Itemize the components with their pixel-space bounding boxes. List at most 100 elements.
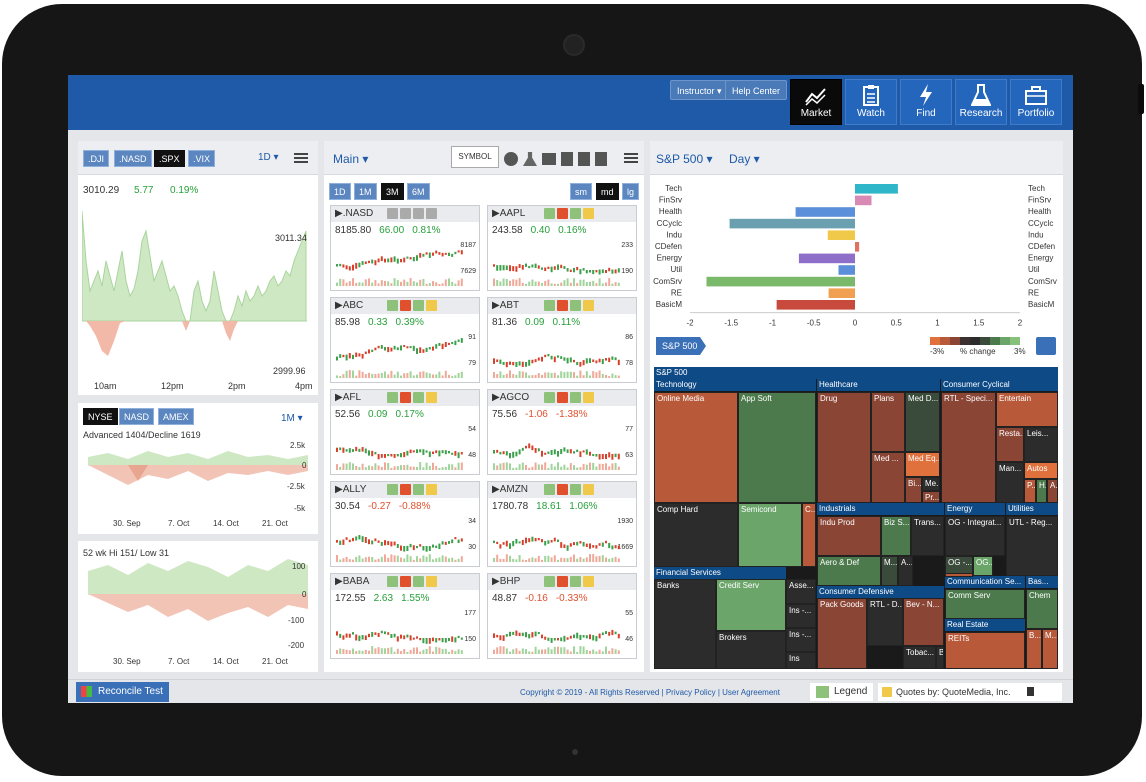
folder-icon[interactable] [542, 153, 556, 165]
heatmap-cell[interactable]: Trans... [911, 516, 944, 556]
sector-header[interactable]: Healthcare [817, 379, 940, 391]
stock-tile[interactable]: ▶ALLY 30.54 -0.27 -0.88% 34 30 [330, 481, 480, 567]
size-sm[interactable]: sm [570, 183, 592, 200]
nav-research[interactable]: Research [955, 79, 1007, 125]
target-icon[interactable] [557, 484, 568, 495]
heatmap-cell[interactable]: Man... [996, 462, 1024, 503]
heatmap-cell[interactable]: Entertain [996, 392, 1058, 427]
symbol-input[interactable]: SYMBOL [451, 146, 499, 168]
export-file-icon[interactable] [578, 152, 590, 166]
breadth-tab-nyse[interactable]: NYSE [83, 408, 118, 425]
sector-header[interactable]: Financial Services [654, 567, 786, 579]
heatmap-cell[interactable]: H... [1036, 479, 1047, 503]
target-icon[interactable] [557, 392, 568, 403]
bars-icon[interactable] [426, 208, 437, 219]
stock-tile[interactable]: ▶ABT 81.36 0.09 0.11% 86 78 [487, 297, 637, 383]
dollar-icon[interactable] [570, 392, 581, 403]
target-icon[interactable] [557, 576, 568, 587]
heatmap-cell[interactable]: RTL - Speci... [941, 392, 996, 503]
range-1m[interactable]: 1M [354, 183, 377, 200]
sector-header[interactable]: Consumer Cyclical [941, 379, 1058, 391]
sector-bar[interactable] [798, 253, 855, 264]
heatmap-cell[interactable]: B... [1026, 629, 1042, 669]
tile-symbol[interactable]: ▶AAPL [492, 208, 526, 219]
target-icon[interactable] [400, 484, 411, 495]
stock-tile[interactable]: ▶.NASD 8185.80 66.00 0.81% 8187 7629 [330, 205, 480, 291]
heatmap-cell[interactable]: Pack Goods [817, 598, 867, 669]
heatmap-cell[interactable]: Bi... [905, 477, 922, 503]
sector-header[interactable]: Technology [654, 379, 816, 391]
menu-icon[interactable] [624, 153, 638, 163]
sector-header[interactable]: Real Estate [945, 619, 1025, 631]
target-icon[interactable] [400, 300, 411, 311]
dollar-icon[interactable] [413, 392, 424, 403]
sector-bar[interactable] [729, 218, 855, 229]
chart-icon[interactable] [544, 392, 555, 403]
heatmap-cell[interactable]: Aero & Def [817, 556, 881, 586]
heatmap-cell[interactable]: Ins -... [786, 628, 816, 652]
sector-header[interactable]: Utilities [1006, 503, 1058, 515]
sector-bar[interactable] [855, 184, 898, 194]
target-icon[interactable] [557, 208, 568, 219]
list-dropdown[interactable]: Main ▾ [333, 152, 369, 166]
heatmap-cell[interactable]: P... [1024, 479, 1036, 503]
dollar-icon[interactable] [413, 576, 424, 587]
heatmap-cell[interactable]: Credit Serv [716, 579, 786, 631]
tile-symbol[interactable]: ▶ALLY [335, 484, 367, 495]
tile-symbol[interactable]: ▶.NASD [335, 208, 374, 219]
heatmap-cell[interactable]: UTL - Reg... [1006, 516, 1058, 576]
heatmap-cell[interactable]: RTL - D... [867, 598, 903, 646]
heatmap-cell[interactable]: Drug [817, 392, 871, 503]
heatmap-cell[interactable]: Me... [922, 477, 940, 491]
heatmap-cell[interactable]: Oil &... [945, 573, 973, 577]
heatmap-cell[interactable]: Indu Prod [817, 516, 881, 556]
sector-bar[interactable] [855, 242, 860, 252]
tile-symbol[interactable]: ▶ABC [335, 300, 364, 311]
heatmap-cell[interactable]: Comp Hard [654, 503, 738, 567]
chart-icon[interactable] [544, 300, 555, 311]
stock-tile[interactable]: ▶ABC 85.98 0.33 0.39% 91 79 [330, 297, 480, 383]
dollar-icon[interactable] [570, 300, 581, 311]
heatmap-cell[interactable]: Biz S... [881, 516, 911, 556]
heatmap-cell[interactable]: Plans [871, 392, 905, 452]
period-dropdown[interactable]: 1D ▾ [258, 152, 279, 163]
heatmap-cell[interactable]: Resta... [996, 427, 1024, 462]
bars-icon[interactable] [426, 392, 437, 403]
sector-header[interactable]: Energy [945, 503, 1005, 515]
index-tab-nasd[interactable]: .NASD [114, 150, 152, 167]
breadth-tab-nasd[interactable]: NASD [119, 408, 155, 425]
heatmap-cell[interactable]: M... [881, 556, 898, 586]
dollar-icon[interactable] [570, 208, 581, 219]
index-dropdown[interactable]: S&P 500 ▾ [656, 152, 713, 166]
stock-tile[interactable]: ▶AGCO 75.56 -1.06 -1.38% 77 63 [487, 389, 637, 475]
heatmap-cell[interactable]: Med Eq... [905, 452, 940, 477]
stock-tile[interactable]: ▶AFL 52.56 0.09 0.17% 54 48 [330, 389, 480, 475]
sector-bar[interactable] [827, 230, 855, 240]
target-icon[interactable] [400, 392, 411, 403]
expand-icon[interactable] [1036, 337, 1056, 355]
chart-icon[interactable] [544, 576, 555, 587]
chart-icon[interactable] [387, 208, 398, 219]
sector-bar[interactable] [828, 288, 855, 298]
heatmap-cell[interactable]: Med ... [871, 452, 905, 503]
heatmap-cell[interactable]: Online Media [654, 392, 738, 503]
check-circle-icon[interactable] [504, 152, 518, 166]
dollar-icon[interactable] [570, 576, 581, 587]
copyright[interactable]: Copyright © 2019 - All Rights Reserved |… [520, 688, 780, 697]
sector-header[interactable]: Communication Se... [945, 576, 1025, 588]
index-tab-dji[interactable]: .DJI [83, 150, 110, 167]
tile-symbol[interactable]: ▶AFL [335, 392, 362, 403]
tile-symbol[interactable]: ▶AMZN [492, 484, 529, 495]
heatmap-cell[interactable]: B [936, 646, 944, 669]
heatmap-cell[interactable]: Asse... [786, 579, 816, 604]
heatmap-cell[interactable]: Chem [1026, 589, 1058, 629]
tile-symbol[interactable]: ▶BHP [492, 576, 521, 587]
sector-bar[interactable] [855, 195, 872, 206]
range-6m[interactable]: 6M [407, 183, 430, 200]
instructor-menu[interactable]: Instructor ▾ [670, 80, 729, 100]
bars-icon[interactable] [583, 392, 594, 403]
legend-button[interactable]: Legend [810, 683, 874, 701]
heatmap-cell[interactable]: M... [1042, 629, 1058, 669]
bars-icon[interactable] [583, 484, 594, 495]
bars-icon[interactable] [583, 300, 594, 311]
